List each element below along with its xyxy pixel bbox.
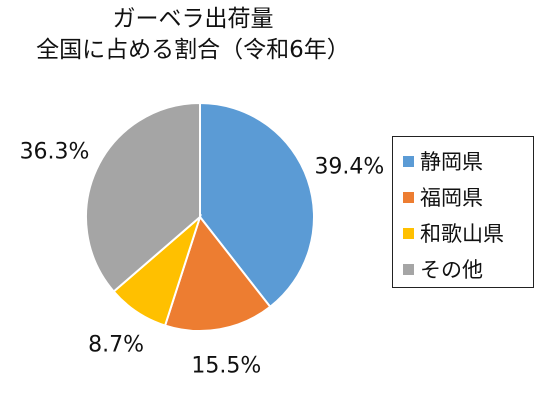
data-label-2: 8.7% [88,333,144,358]
legend-label: その他 [420,258,483,282]
legend-item-shizuoka: 静岡県 [403,143,533,179]
data-label-1: 15.5% [191,354,261,379]
legend-swatch [403,263,414,275]
chart-title-line2: 全国に占める割合（令和6年） [36,37,350,63]
pie-slice-0 [199,101,315,309]
chart-title: ガーベラ出荷量 全国に占める割合（令和6年） [28,4,358,66]
legend-item-fukuoka: 福岡県 [403,179,533,215]
legend-item-other: その他 [403,251,533,287]
data-label-3: 36.3% [20,139,90,164]
chart-title-line1: ガーベラ出荷量 [112,6,274,32]
legend-label: 福岡県 [420,186,483,210]
legend-label: 静岡県 [420,150,483,174]
legend-swatch [403,155,414,167]
legend: 静岡県 福岡県 和歌山県 その他 [392,136,534,288]
pie-slice-3 [85,101,201,293]
legend-label: 和歌山県 [420,222,504,246]
legend-swatch [403,191,414,203]
legend-swatch [403,227,414,239]
data-label-0: 39.4% [314,155,384,180]
legend-item-wakayama: 和歌山県 [403,215,533,251]
